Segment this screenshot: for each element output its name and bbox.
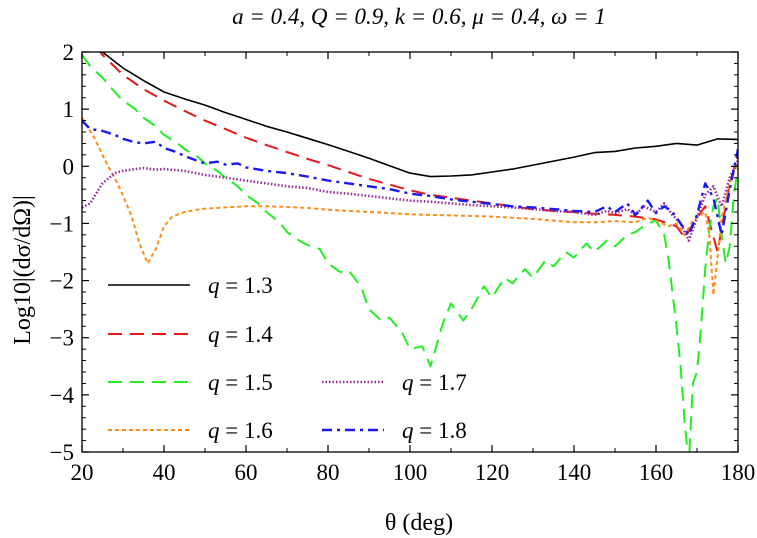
y-tick-label: 2 (63, 40, 75, 65)
series-line-5 (82, 160, 738, 242)
legend-item-2: q = 1.4 (108, 322, 273, 347)
x-tick-label: 140 (557, 460, 592, 485)
legend-item-3: q = 1.5 (108, 370, 273, 395)
series-line-4 (82, 117, 738, 296)
legend-label: q = 1.5 (208, 370, 273, 395)
x-tick-label: 160 (639, 460, 674, 485)
legend-item-4: q = 1.6 (108, 418, 273, 443)
y-tick-label: −5 (50, 440, 74, 465)
y-tick-label: −4 (50, 383, 75, 408)
legend-label: q = 1.7 (402, 370, 467, 395)
x-tick-label: 40 (153, 460, 176, 485)
series-line-6 (82, 119, 738, 237)
y-tick-label: 0 (63, 154, 75, 179)
x-tick-label: 120 (475, 460, 510, 485)
chart-title: a = 0.4, Q = 0.9, k = 0.6, μ = 0.4, ω = … (232, 4, 606, 29)
y-tick-label: −3 (50, 326, 74, 351)
x-tick-label: 20 (71, 460, 94, 485)
legend-label: q = 1.8 (402, 418, 467, 443)
y-axis-label: Log10|(dσ/dΩ)| (10, 195, 36, 345)
legend-label: q = 1.4 (208, 322, 273, 347)
series-line-1 (101, 52, 738, 178)
y-tick-label: −1 (50, 211, 74, 236)
legend-label: q = 1.3 (208, 273, 273, 298)
legend-label: q = 1.6 (208, 418, 273, 443)
x-tick-label: 60 (235, 460, 258, 485)
series-line-3 (82, 54, 738, 452)
legend-item-1: q = 1.3 (108, 273, 273, 298)
x-tick-label: 100 (393, 460, 428, 485)
x-tick-label: 180 (721, 460, 756, 485)
x-tick-label: 80 (317, 460, 340, 485)
y-tick-label: 1 (63, 97, 75, 122)
legend-item-6: q = 1.8 (322, 418, 467, 443)
x-axis-label: θ (deg) (385, 510, 453, 536)
legend-item-5: q = 1.7 (322, 370, 467, 395)
y-tick-label: −2 (50, 269, 74, 294)
series-line-2 (98, 52, 738, 253)
